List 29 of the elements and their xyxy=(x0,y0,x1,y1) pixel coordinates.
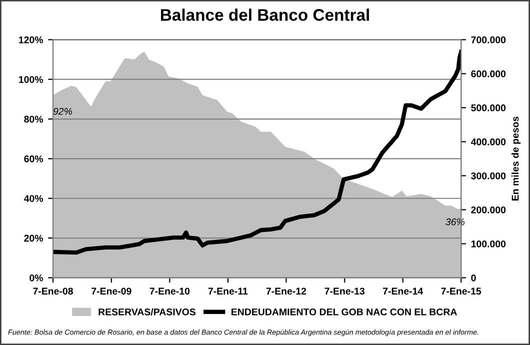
legend-label: ENDEUDAMIENTO DEL GOB NAC CON EL BCRA xyxy=(232,308,457,316)
x-tick-label: 7-Ene-09 xyxy=(92,288,132,295)
x-tick-label: 7-Ene-14 xyxy=(383,288,424,295)
x-tick-label: 7-Ene-15 xyxy=(441,288,482,295)
y2-tick-label: 500.000 xyxy=(471,104,506,112)
y-tick-label: 20% xyxy=(24,234,44,242)
x-tick-label: 7-Ene-10 xyxy=(150,288,190,295)
y2-tick-label: 300.000 xyxy=(471,172,506,180)
y-tick-label: 120% xyxy=(19,36,44,44)
x-tick-label: 7-Ene-08 xyxy=(33,288,73,295)
x-tick-label: 7-Ene-13 xyxy=(324,288,365,295)
y2-tick-label: 600.000 xyxy=(471,70,506,78)
chart-title: Balance del Banco Central xyxy=(160,8,369,21)
x-tick-label: 7-Ene-12 xyxy=(266,288,306,295)
y-tick-label: 80% xyxy=(24,116,44,123)
y2-axis-title: En miles de pesos xyxy=(512,116,521,200)
y2-tick-label: 400.000 xyxy=(470,138,506,146)
y-tick-label: 60% xyxy=(24,155,44,162)
annotation: 92% xyxy=(53,108,72,115)
y2-tick-label: 700.000 xyxy=(471,36,506,44)
y2-tick-label: 0 xyxy=(471,274,476,282)
annotation: 36% xyxy=(446,218,464,226)
y2-tick-label: 100.000 xyxy=(471,240,506,248)
y2-tick-label: 200.000 xyxy=(471,206,506,214)
x-tick-label: 7-Ene-11 xyxy=(208,288,248,295)
y-tick-label: 40% xyxy=(24,195,44,202)
y-tick-label: 0% xyxy=(30,274,44,282)
y-tick-label: 100% xyxy=(19,76,44,83)
legend-label: RESERVAS/PASIVOS xyxy=(98,308,196,316)
